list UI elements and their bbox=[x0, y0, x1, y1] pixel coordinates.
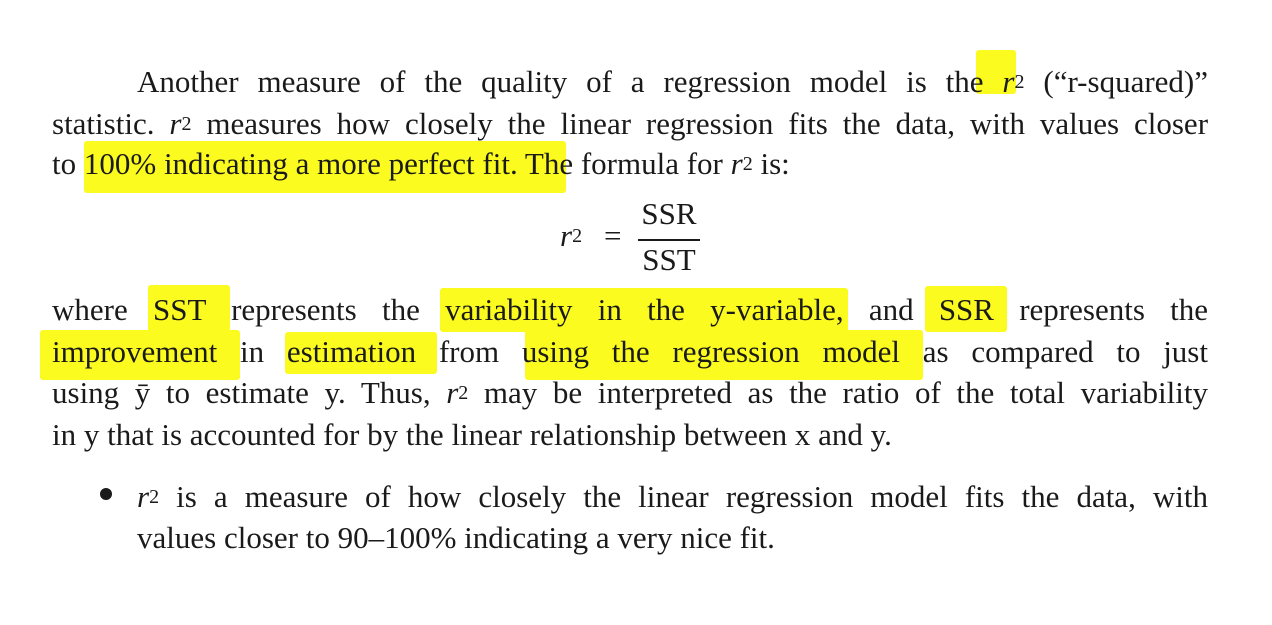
p2-l1-w3: , and bbox=[835, 292, 914, 327]
highlight-estimation bbox=[285, 332, 437, 374]
p2-l1-ssr: SSR bbox=[938, 292, 994, 327]
bullet-line1: r2 is a measure of how closely the linea… bbox=[137, 477, 1208, 517]
p2-l1-w1: where bbox=[52, 292, 128, 327]
formula-lhs: r2 bbox=[560, 218, 583, 253]
p1-l3-prefix: to bbox=[52, 146, 77, 181]
formula-numerator: SSR bbox=[641, 196, 697, 231]
p2-l4-text: in y that is accounted for by the linear… bbox=[52, 417, 892, 452]
paragraph2-line1: where SST represents the variability in … bbox=[52, 290, 1208, 330]
p2-l1-variability: variability in the y-variable bbox=[445, 292, 836, 327]
p2-l2-improvement: improvement bbox=[52, 334, 218, 369]
p1-l1-r-squared: r2 bbox=[1002, 64, 1025, 99]
bullet-l1-r-squared: r2 bbox=[137, 479, 160, 514]
paragraph1-line3: to 100% indicating a more perfect fit. T… bbox=[52, 144, 1208, 184]
p1-l1-before: Another measure of the quality of a regr… bbox=[137, 64, 984, 99]
highlight-perfect-fit bbox=[84, 141, 566, 193]
highlight-variability bbox=[440, 288, 848, 332]
p2-l2-regression-model: using the regression model bbox=[521, 334, 901, 369]
bullet-dot bbox=[100, 488, 112, 500]
p1-l1-after: (“r-squared)” bbox=[1043, 64, 1208, 99]
p2-l2-estimation: estimation bbox=[286, 334, 417, 369]
p2-l1-w4: represents the bbox=[1019, 292, 1208, 327]
paragraph1-line1: Another measure of the quality of a regr… bbox=[137, 62, 1208, 102]
p1-l3-r-squared: r2 bbox=[730, 146, 753, 181]
highlight-r-squared bbox=[976, 50, 1016, 94]
formula-denominator: SST bbox=[642, 242, 696, 277]
bullet-l2-text: values closer to 90–100% indicating a ve… bbox=[137, 520, 775, 555]
p1-l3-mid: . The formula for bbox=[509, 146, 723, 181]
paragraph2-line2: improvement in estimation from using the… bbox=[52, 332, 1208, 372]
p2-l3-text-a: using ȳ to estimate y. Thus, bbox=[52, 375, 431, 410]
bullet-l1-text: is a measure of how closely the linear r… bbox=[176, 479, 1208, 514]
highlight-sst bbox=[148, 285, 230, 333]
p2-l1-w2: represents the bbox=[231, 292, 420, 327]
p2-l2-w2: from bbox=[438, 334, 500, 369]
p2-l2-w1: in bbox=[240, 334, 265, 369]
fraction-bar bbox=[638, 239, 700, 241]
paragraph1-line2: statistic. r2 measures how closely the l… bbox=[52, 104, 1208, 144]
highlight-improvement bbox=[40, 330, 240, 380]
p1-l3-highlight: 100% indicating a more perfect fit bbox=[83, 146, 510, 181]
formula-equals: = bbox=[604, 218, 622, 253]
paragraph2-line3: using ȳ to estimate y. Thus, r2 may be i… bbox=[52, 373, 1208, 413]
p1-l2-r-squared: r2 bbox=[169, 106, 192, 141]
p1-l2-rest: measures how closely the linear regressi… bbox=[206, 106, 1209, 141]
bullet-line2: values closer to 90–100% indicating a ve… bbox=[137, 518, 1208, 558]
p2-l3-text-b: may be interpreted as the ratio of the t… bbox=[483, 375, 1209, 410]
p1-l2-prefix: statistic. bbox=[52, 106, 155, 141]
paragraph2-line4: in y that is accounted for by the linear… bbox=[52, 415, 1208, 455]
highlight-ssr bbox=[925, 286, 1007, 332]
p1-l3-suffix: is: bbox=[760, 146, 790, 181]
p2-l2-w3: as compared to just bbox=[922, 334, 1208, 369]
r-squared-formula: r2 = SSR SST bbox=[560, 196, 720, 286]
p2-l1-sst: SST bbox=[152, 292, 206, 327]
highlight-regression-model bbox=[525, 330, 923, 380]
p2-l3-r-squared: r2 bbox=[446, 375, 469, 410]
